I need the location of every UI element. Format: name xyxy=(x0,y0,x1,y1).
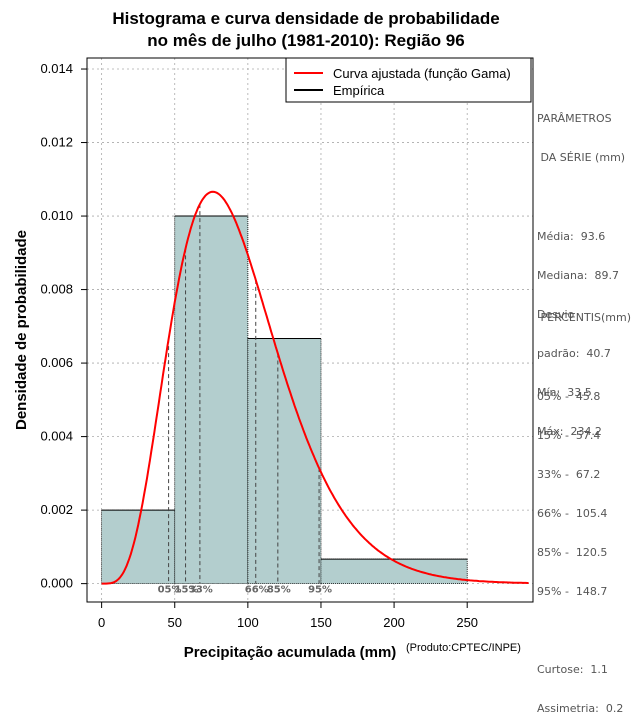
y-tick-label: 0.008 xyxy=(40,282,73,297)
histogram-chart: Histograma e curva densidade de probabil… xyxy=(13,9,534,660)
x-tick-label: 100 xyxy=(237,615,259,630)
percentile-label: 66% xyxy=(245,585,269,596)
param-desvio-2: padrão: 40.7 xyxy=(537,347,611,360)
y-tick-label: 0.010 xyxy=(40,208,73,223)
x-tick-label: 0 xyxy=(98,615,105,630)
percentile-labels: 05%15%33% 66%85% 95% xyxy=(158,585,332,596)
percentiles-panel: PERCENTIS(mm) 05% - 45.8 15% - 57.4 33% … xyxy=(537,285,631,728)
param-min: Mín: 33.5 xyxy=(537,386,592,399)
params-title-2: DA SÉRIE (mm) xyxy=(537,151,626,164)
credit-text: (Produto:CPTEC/INPE) xyxy=(406,642,521,654)
y-tick-label: 0.012 xyxy=(40,135,73,150)
histogram-bar xyxy=(247,338,322,585)
x-tick-label: 50 xyxy=(168,615,182,630)
percentil-33: 33% - 67.2 xyxy=(537,468,601,481)
assimetria: Assimetria: 0.2 xyxy=(537,702,624,715)
percentile-label: 95% xyxy=(308,585,332,596)
series-parameters-panel: PARÂMETROS DA SÉRIE (mm) Média: 93.6 Med… xyxy=(537,86,625,451)
param-media: Média: 93.6 xyxy=(537,230,606,243)
percentil-66: 66% - 105.4 xyxy=(537,507,608,520)
histogram-bar xyxy=(320,558,468,585)
percentil-95: 95% - 148.7 xyxy=(537,585,608,598)
y-tick-label: 0.006 xyxy=(40,355,73,370)
percentile-label: 85% xyxy=(267,585,291,596)
legend: Curva ajustada (função Gama) Empírica xyxy=(285,57,532,103)
y-tick-label: 0.000 xyxy=(40,576,73,591)
y-axis: 0.000 0.002 0.004 0.006 0.008 0.010 0.012 0.014 xyxy=(40,61,87,591)
y-tick-label: 0.002 xyxy=(40,502,73,517)
curtose: Curtose: 1.1 xyxy=(537,663,608,676)
percentile-label: 15% xyxy=(175,585,199,596)
percentil-05: 05% - 45.8 xyxy=(537,390,601,403)
legend-box xyxy=(285,57,532,103)
percentis-title: PERCENTIS(mm) xyxy=(537,311,631,324)
y-tick-label: 0.004 xyxy=(40,429,73,444)
histogram-bars xyxy=(101,215,468,585)
percentile-label: 33% xyxy=(189,585,213,596)
y-axis-label: Densidade de probabilidade xyxy=(13,230,30,430)
y-tick-label: 0.014 xyxy=(40,61,73,76)
chart-title-line2: no mês de julho (1981-2010): Região 96 xyxy=(147,31,464,50)
percentile-label: 05% xyxy=(158,585,182,596)
percentile-lines xyxy=(168,204,320,584)
x-tick-label: 150 xyxy=(310,615,332,630)
x-tick-label: 200 xyxy=(383,615,405,630)
x-axis: 0 50 100 150 200 250 xyxy=(98,601,478,630)
params-title-1: PARÂMETROS xyxy=(537,112,612,125)
percentil-15: 15% - 57.4 xyxy=(537,429,601,442)
percentil-85: 85% - 120.5 xyxy=(537,546,608,559)
legend-empirical-label: Empírica xyxy=(333,83,385,98)
chart-title-line1: Histograma e curva densidade de probabil… xyxy=(112,9,499,28)
param-mediana: Mediana: 89.7 xyxy=(537,269,619,282)
param-max: Máx: 234.2 xyxy=(537,425,602,438)
x-axis-label: Precipitação acumulada (mm) xyxy=(184,644,397,660)
gamma-fit-curve xyxy=(101,190,529,585)
legend-curve-label: Curva ajustada (função Gama) xyxy=(333,66,511,81)
param-desvio-1: Desvio xyxy=(537,308,575,321)
x-tick-label: 250 xyxy=(456,615,478,630)
